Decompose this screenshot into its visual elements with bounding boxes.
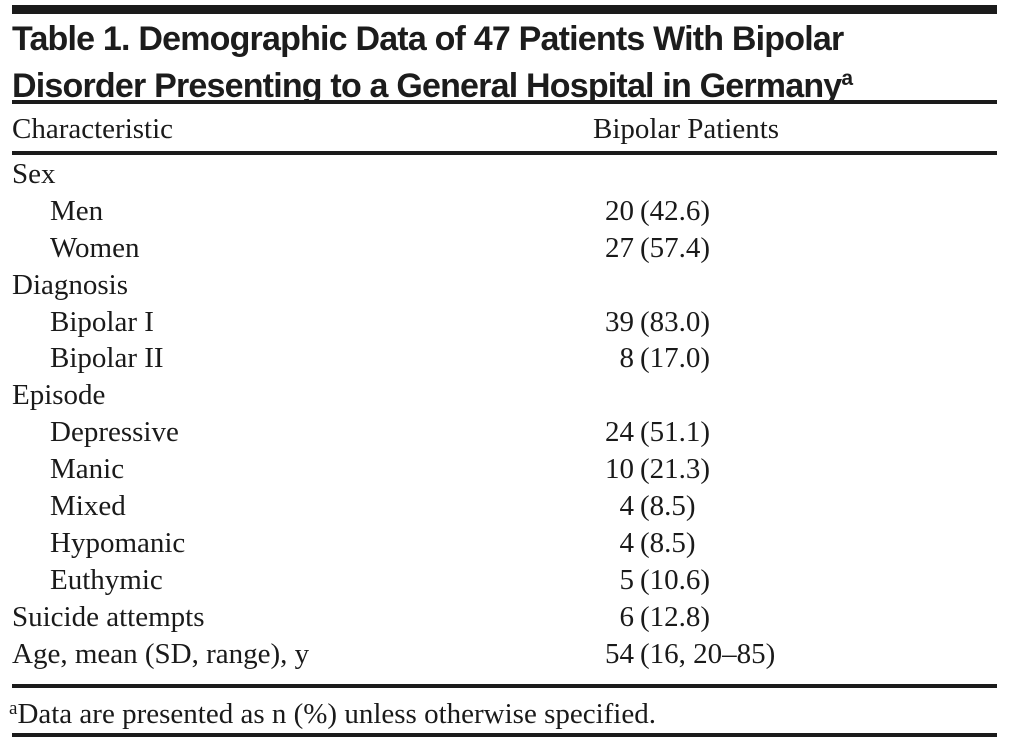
- table-row-hypomanic: Hypomanic 4 (8.5): [0, 525, 1011, 562]
- table-row-euthymic: Euthymic 5 (10.6): [0, 562, 1011, 599]
- table-row-bipolar-1: Bipolar I 39 (83.0): [0, 304, 1011, 341]
- row-label: Bipolar II: [50, 342, 164, 375]
- row-label: Diagnosis: [12, 268, 128, 301]
- row-value-pct: (57.4): [640, 231, 711, 264]
- footnote-text: Data are presented as n (%) unless other…: [17, 698, 656, 730]
- table-row-women: Women 27 (57.4): [0, 230, 1011, 267]
- table-header-row: Characteristic Bipolar Patients: [0, 109, 1011, 149]
- row-value-pct: (8.5): [640, 526, 696, 559]
- table-row-diagnosis: Diagnosis: [0, 267, 1011, 304]
- row-label: Suicide attempts: [12, 600, 205, 633]
- row-label: Hypomanic: [50, 526, 186, 559]
- column-header-characteristic: Characteristic: [12, 113, 174, 145]
- row-value-pct: (42.6): [640, 194, 711, 227]
- table-row-depressive: Depressive 24 (51.1): [0, 414, 1011, 451]
- row-label: Women: [50, 231, 140, 264]
- row-value-n: 4: [619, 526, 635, 559]
- row-label: Men: [50, 194, 104, 227]
- row-value-pct: (10.6): [640, 563, 711, 596]
- table-footnote: aData are presented as n (%) unless othe…: [9, 691, 656, 732]
- table-row-bipolar-2: Bipolar II 8 (17.0): [0, 340, 1011, 377]
- row-value-n: 20: [605, 194, 634, 227]
- table-row-men: Men 20 (42.6): [0, 193, 1011, 230]
- table-row-manic: Manic 10 (21.3): [0, 451, 1011, 488]
- row-value-n: 5: [619, 563, 635, 596]
- table-title-footnote-marker: a: [841, 67, 853, 90]
- row-value-pct: (51.1): [640, 416, 711, 449]
- row-value-pct: (83.0): [640, 305, 711, 338]
- row-value-n: 4: [619, 490, 635, 523]
- row-value-n: 8: [619, 342, 635, 375]
- footnote-marker: a: [9, 698, 18, 719]
- row-value-n: 54: [605, 637, 634, 670]
- row-value-pct: (17.0): [640, 342, 711, 375]
- row-label: Age, mean (SD, range), y: [12, 637, 310, 670]
- rule-under-header: [12, 151, 997, 155]
- row-label: Manic: [50, 453, 125, 486]
- rule-under-title: [12, 100, 997, 104]
- table-title-line1: Table 1. Demographic Data of 47 Patients…: [12, 20, 844, 58]
- table-row-suicide-attempts: Suicide attempts 6 (12.8): [0, 599, 1011, 636]
- row-value-n: 6: [619, 600, 635, 633]
- table-title-line2: Disorder Presenting to a General Hospita…: [12, 67, 842, 105]
- row-value-pct: (8.5): [640, 490, 696, 523]
- row-label: Sex: [12, 158, 56, 190]
- table-body: Sex Men 20 (42.6) Women 27 (57.4) Diagnosi…: [0, 156, 1011, 672]
- row-label: Euthymic: [50, 563, 163, 596]
- row-value-n: 10: [605, 453, 634, 486]
- row-value-pct: (12.8): [640, 600, 711, 633]
- row-value-pct: (16, 20–85): [640, 637, 776, 670]
- row-value-pct: (21.3): [640, 453, 711, 486]
- table-title: Table 1. Demographic Data of 47 Patients…: [12, 19, 1002, 106]
- table-row-sex: Sex: [0, 156, 1011, 193]
- table-row-episode: Episode: [0, 377, 1011, 414]
- rule-above-footnote: [12, 684, 997, 688]
- row-label: Depressive: [50, 416, 179, 449]
- row-label: Mixed: [50, 490, 126, 523]
- row-value-n: 39: [605, 305, 634, 338]
- column-header-bipolar-patients: Bipolar Patients: [593, 113, 780, 145]
- row-label: Episode: [12, 379, 106, 412]
- bottom-rule: [12, 733, 997, 737]
- row-label: Bipolar I: [50, 305, 154, 338]
- top-thick-rule: [12, 5, 997, 14]
- table-row-mixed: Mixed 4 (8.5): [0, 488, 1011, 525]
- row-value-n: 27: [605, 231, 634, 264]
- table-row-age: Age, mean (SD, range), y 54 (16, 20–85): [0, 636, 1011, 673]
- row-value-n: 24: [605, 416, 634, 449]
